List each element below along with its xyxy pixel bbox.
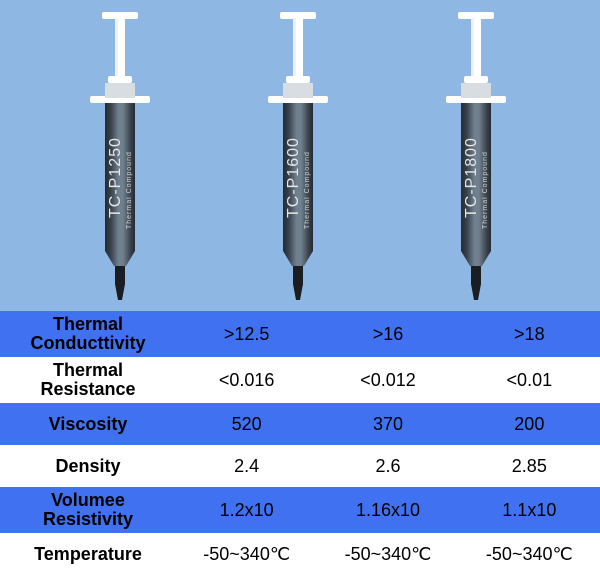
syringe-sub-label: Thermal Compound bbox=[126, 140, 133, 240]
spec-cell: <0.016 bbox=[176, 357, 317, 403]
spec-row: VolumeeResistivity1.2x101.16x101.1x10 bbox=[0, 487, 600, 533]
spec-cell: >16 bbox=[317, 311, 458, 357]
spec-row: Temperature-50~340℃-50~340℃-50~340℃ bbox=[0, 533, 600, 575]
spec-row-label: Temperature bbox=[0, 533, 176, 575]
syringe-model-label: TC-P1600 bbox=[285, 118, 303, 238]
spec-cell: 2.6 bbox=[317, 445, 458, 487]
spec-cell: 2.85 bbox=[459, 445, 600, 487]
spec-row-label: Density bbox=[0, 445, 176, 487]
spec-cell: -50~340℃ bbox=[176, 533, 317, 575]
syringe-sub-label: Thermal Compound bbox=[304, 140, 311, 240]
spec-row-label: Viscosity bbox=[0, 403, 176, 445]
spec-row: Viscosity520370200 bbox=[0, 403, 600, 445]
spec-row: ThermalConducttivity>12.5>16>18 bbox=[0, 311, 600, 357]
spec-row-label: ThermalConducttivity bbox=[0, 311, 176, 357]
syringe-sub-label: Thermal Compound bbox=[482, 140, 489, 240]
spec-cell: -50~340℃ bbox=[317, 533, 458, 575]
spec-row-label: VolumeeResistivity bbox=[0, 487, 176, 533]
spec-cell: >12.5 bbox=[176, 311, 317, 357]
spec-row: ThermalResistance<0.016<0.012<0.01 bbox=[0, 357, 600, 403]
spec-cell: 2.4 bbox=[176, 445, 317, 487]
syringe-model-label: TC-P1250 bbox=[107, 118, 125, 238]
spec-row-label: ThermalResistance bbox=[0, 357, 176, 403]
spec-cell: 200 bbox=[459, 403, 600, 445]
spec-cell: 520 bbox=[176, 403, 317, 445]
spec-cell: <0.012 bbox=[317, 357, 458, 403]
product-hero: TC-P1250Thermal CompoundTC-P1600Thermal … bbox=[0, 0, 600, 311]
spec-cell: -50~340℃ bbox=[459, 533, 600, 575]
spec-cell: 370 bbox=[317, 403, 458, 445]
syringe-model-label: TC-P1800 bbox=[463, 118, 481, 238]
spec-cell: 1.16x10 bbox=[317, 487, 458, 533]
spec-table: ThermalConducttivity>12.5>16>18ThermalRe… bbox=[0, 311, 600, 575]
spec-cell: 1.2x10 bbox=[176, 487, 317, 533]
spec-row: Density2.42.62.85 bbox=[0, 445, 600, 487]
spec-cell: <0.01 bbox=[459, 357, 600, 403]
spec-cell: 1.1x10 bbox=[459, 487, 600, 533]
spec-cell: >18 bbox=[459, 311, 600, 357]
